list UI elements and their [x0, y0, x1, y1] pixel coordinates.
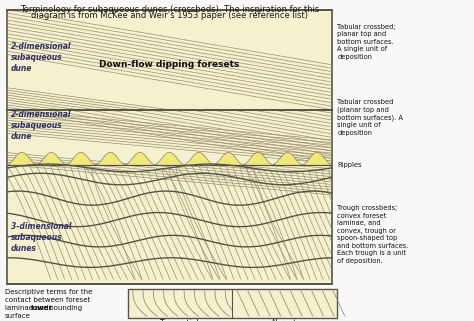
Text: lower: lower	[31, 305, 53, 311]
Text: Tabular crossbed;
planar top and
bottom surfaces.
A single unit of
deposition: Tabular crossbed; planar top and bottom …	[337, 24, 396, 60]
Text: Terminology for subaqueous dunes (crossbeds). The inspiration for this: Terminology for subaqueous dunes (crossb…	[20, 5, 319, 14]
Bar	[128, 289, 337, 318]
Text: bounding: bounding	[47, 305, 82, 311]
Text: Down-flow dipping foresets: Down-flow dipping foresets	[99, 60, 240, 69]
Text: Tangential: Tangential	[160, 319, 200, 321]
Text: Ripples: Ripples	[337, 162, 362, 168]
Text: diagram is from McKee and Weir’s 1953 paper (see reference list): diagram is from McKee and Weir’s 1953 pa…	[31, 11, 308, 20]
Text: laminae and: laminae and	[5, 305, 50, 311]
Text: 2-dimensional
subaqueous
dune: 2-dimensional subaqueous dune	[11, 42, 72, 74]
Text: 2-dimensional
subaqueous
dune: 2-dimensional subaqueous dune	[11, 109, 72, 141]
Text: Abrupt: Abrupt	[271, 319, 298, 321]
Bar	[7, 10, 332, 284]
Text: 3-dimensional
subaqueous
dunes: 3-dimensional subaqueous dunes	[11, 222, 72, 253]
Text: Descriptive terms for the: Descriptive terms for the	[5, 289, 92, 295]
Text: Tabular crossbed
(planar top and
bottom surfaces). A
single unit of
deposition: Tabular crossbed (planar top and bottom …	[337, 99, 403, 136]
Text: Trough crossbeds;
convex foreset
laminae, and
convex, trough or
spoon-shaped top: Trough crossbeds; convex foreset laminae…	[337, 205, 409, 264]
Text: contact between foreset: contact between foreset	[5, 297, 90, 303]
Text: surface: surface	[5, 313, 31, 319]
